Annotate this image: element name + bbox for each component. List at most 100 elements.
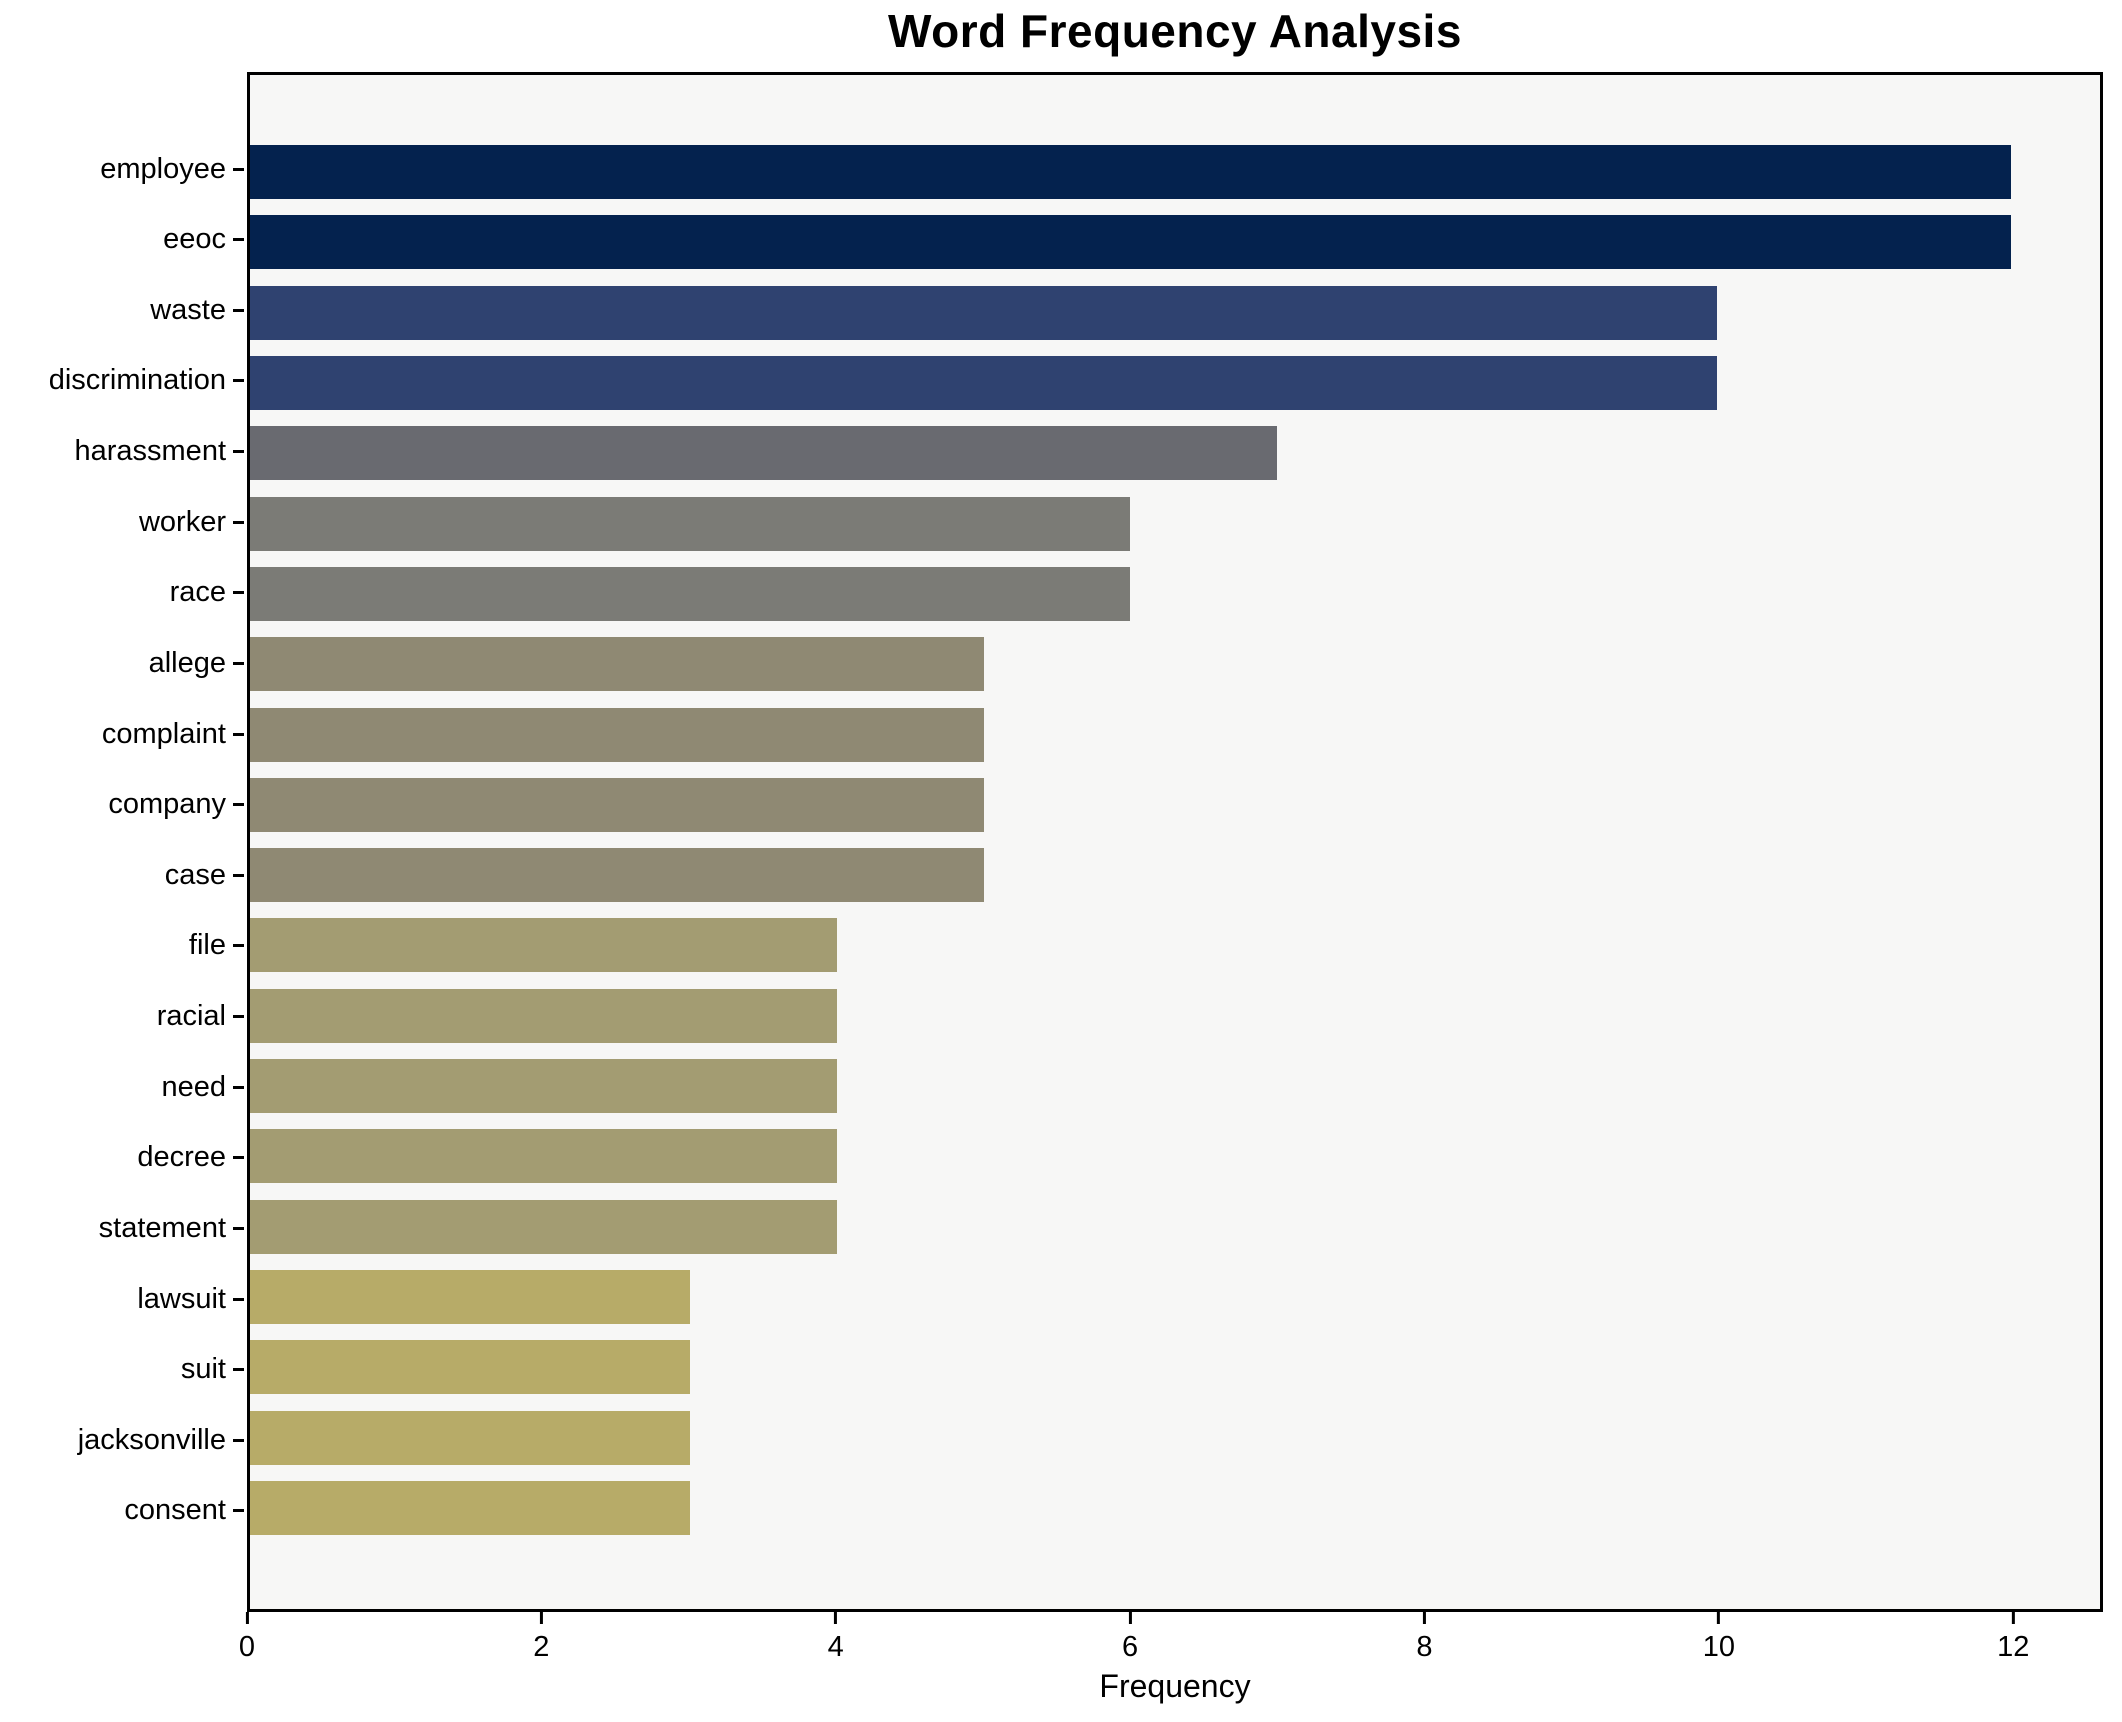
x-axis-label: Frequency xyxy=(1099,1668,1251,1704)
y-tick-row: racial xyxy=(0,982,244,1052)
bar-row xyxy=(250,1051,2100,1121)
bar-row xyxy=(250,278,2100,348)
y-tick-mark xyxy=(233,732,244,736)
y-tick-label-waste: waste xyxy=(150,293,226,326)
x-tick-mark xyxy=(1128,1612,1132,1624)
y-tick-row: discrimination xyxy=(0,346,244,416)
bar-row xyxy=(250,981,2100,1051)
bar-suit[interactable] xyxy=(250,1340,691,1395)
y-tick-label-worker: worker xyxy=(138,505,226,538)
x-tick-mark xyxy=(2011,1612,2015,1624)
x-tick-6: 6 xyxy=(1122,1612,1138,1664)
y-tick-label-decree: decree xyxy=(137,1141,226,1174)
x-tick-2: 2 xyxy=(533,1612,549,1664)
bar-row xyxy=(250,1403,2100,1473)
y-tick-row: need xyxy=(0,1052,244,1122)
chart-title: Word Frequency Analysis xyxy=(888,5,1462,57)
y-tick-row: eeoc xyxy=(0,205,244,275)
bar-decree[interactable] xyxy=(250,1129,837,1184)
y-tick-mark xyxy=(233,661,244,665)
y-tick-label-complaint: complaint xyxy=(101,717,226,750)
x-tick-mark xyxy=(1717,1612,1721,1624)
y-tick-mark xyxy=(233,873,244,877)
bar-case[interactable] xyxy=(250,848,984,903)
bar-statement[interactable] xyxy=(250,1199,837,1254)
bar-discrimination[interactable] xyxy=(250,355,1718,410)
y-tick-label-consent: consent xyxy=(124,1494,226,1527)
plot-area xyxy=(250,75,2100,1609)
bar-jacksonville[interactable] xyxy=(250,1410,691,1465)
y-tick-mark xyxy=(233,379,244,383)
bar-race[interactable] xyxy=(250,566,1131,621)
y-tick-label-racial: racial xyxy=(156,1000,226,1032)
y-tick-mark xyxy=(233,1226,244,1230)
x-tick-mark xyxy=(539,1612,543,1624)
bar-row xyxy=(250,207,2100,277)
y-tick-mark xyxy=(233,238,244,242)
y-axis: employee eeoc waste discrimination harassmen… xyxy=(0,72,244,1612)
x-tick-10: 10 xyxy=(1703,1612,1735,1664)
bar-row xyxy=(250,700,2100,770)
y-tick-row: employee xyxy=(0,134,244,204)
x-tick-mark xyxy=(834,1612,838,1624)
bar-worker[interactable] xyxy=(250,496,1131,551)
x-tick-4: 4 xyxy=(828,1612,844,1664)
y-tick-mark xyxy=(233,944,244,948)
bar-complaint[interactable] xyxy=(250,707,984,762)
plot-box xyxy=(247,72,2103,1612)
bar-row xyxy=(250,348,2100,418)
y-tick-row: complaint xyxy=(0,699,244,769)
bar-employee[interactable] xyxy=(250,145,2011,199)
bar-row xyxy=(250,489,2100,559)
y-tick-row: race xyxy=(0,558,244,628)
y-tick-row: lawsuit xyxy=(0,1264,244,1334)
y-tick-label-eeoc: eeoc xyxy=(163,223,226,256)
y-tick-mark xyxy=(233,1085,244,1089)
x-tick-12: 12 xyxy=(1997,1612,2029,1664)
x-tick-8: 8 xyxy=(1416,1612,1433,1664)
x-tick-0: 0 xyxy=(239,1612,255,1664)
y-tick-mark xyxy=(233,520,244,524)
y-tick-mark xyxy=(233,1156,244,1160)
y-tick-row: file xyxy=(0,911,244,981)
y-tick-mark xyxy=(233,1297,244,1301)
bar-row xyxy=(250,559,2100,629)
x-tick-label: 0 xyxy=(238,1631,256,1663)
bar-row xyxy=(250,1262,2100,1332)
y-tick-label-employee: employee xyxy=(100,152,226,185)
x-tick-label: 8 xyxy=(1416,1631,1433,1663)
y-tick-row: suit xyxy=(0,1335,244,1405)
bar-company[interactable] xyxy=(250,777,984,832)
x-tick-label: 4 xyxy=(827,1631,844,1663)
y-tick-label-suit: suit xyxy=(180,1353,226,1386)
bar-racial[interactable] xyxy=(250,988,837,1043)
bar-need[interactable] xyxy=(250,1059,837,1114)
bar-eeoc[interactable] xyxy=(250,215,2011,270)
bar-harassment[interactable] xyxy=(250,426,1277,481)
y-tick-label-lawsuit: lawsuit xyxy=(137,1282,226,1315)
y-tick-mark xyxy=(233,1509,244,1513)
bar-row xyxy=(250,1121,2100,1191)
bar-consent[interactable] xyxy=(250,1480,691,1535)
bar-row xyxy=(250,770,2100,840)
bar-row xyxy=(250,1473,2100,1543)
bar-lawsuit[interactable] xyxy=(250,1270,691,1324)
bar-row xyxy=(250,1332,2100,1402)
bar-row xyxy=(250,418,2100,488)
y-tick-row: allege xyxy=(0,628,244,698)
y-tick-mark xyxy=(233,1015,244,1018)
y-tick-row: decree xyxy=(0,1123,244,1193)
y-tick-row: waste xyxy=(0,275,244,345)
bar-allege[interactable] xyxy=(250,637,984,692)
bar-row xyxy=(250,910,2100,980)
y-tick-mark xyxy=(233,1368,244,1372)
y-tick-label-file: file xyxy=(188,929,226,962)
y-tick-row: worker xyxy=(0,487,244,557)
y-tick-label-need: need xyxy=(161,1070,226,1103)
y-tick-row: company xyxy=(0,770,244,840)
bar-file[interactable] xyxy=(250,918,837,973)
x-tick-label: 2 xyxy=(533,1631,550,1663)
y-tick-label-case: case xyxy=(164,858,226,891)
bar-row xyxy=(250,629,2100,699)
bar-waste[interactable] xyxy=(250,285,1718,340)
